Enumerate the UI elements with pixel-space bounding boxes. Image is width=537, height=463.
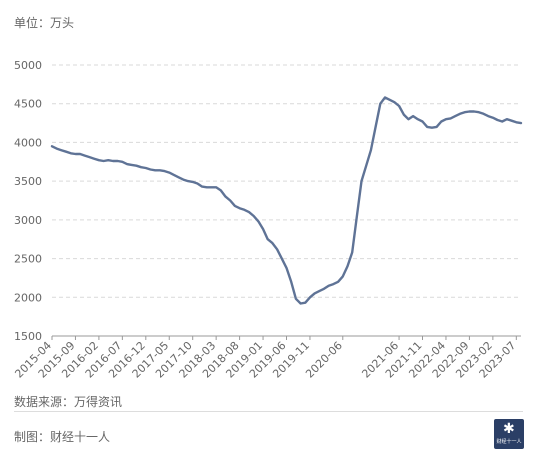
y-tick-label: 3500 [14,175,42,188]
unit-label: 单位：万头 [14,16,75,30]
data-source-note: 数据来源：万得资讯 [14,395,123,409]
chart-maker-credit: 制图：财经十一人 [14,430,111,444]
logo-text: 财经十一人 [496,439,522,445]
y-tick-label: 2500 [14,253,42,266]
brand-logo: ✱ 财经十一人 [494,419,524,449]
y-tick-label: 4500 [14,98,42,111]
y-tick-label: 4000 [14,136,42,149]
y-tick-label: 1500 [14,330,42,343]
series-line [50,96,523,305]
y-tick-label: 5000 [14,59,42,72]
footer-divider [14,411,523,412]
y-tick-label: 3000 [14,214,42,227]
x-tick-label: 2020-06 [303,339,345,381]
y-tick-label: 2000 [14,291,42,304]
logo-mark-icon: ✱ [503,421,515,437]
